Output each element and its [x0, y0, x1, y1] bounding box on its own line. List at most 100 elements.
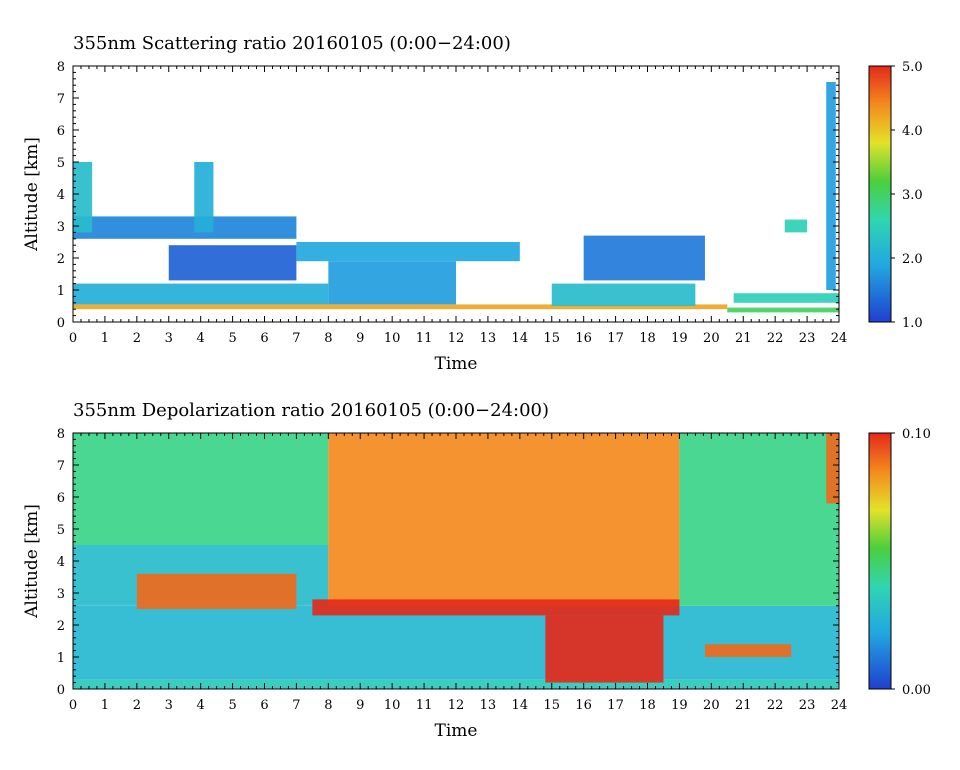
x-tick-label: 14: [512, 331, 529, 346]
heatmap-layer: [784, 219, 808, 233]
x-tick-label: 21: [735, 698, 752, 713]
heatmap-layer: [328, 433, 680, 606]
depolarization-ratio-panel: 355nm Depolarization ratio 20160105 (0:0…: [22, 400, 931, 741]
x-tick-label: 9: [356, 331, 364, 346]
heatmap-layer: [551, 283, 696, 306]
chart-title: 355nm Scattering ratio 20160105 (0:00−24…: [73, 33, 511, 54]
x-tick-label: 12: [448, 331, 465, 346]
x-tick-label: 9: [356, 698, 364, 713]
heatmap-layer: [545, 615, 664, 683]
x-tick-label: 22: [767, 331, 784, 346]
x-tick-label: 0: [69, 698, 77, 713]
x-tick-label: 5: [228, 698, 236, 713]
colorbar-ticks: 5.0 4.0 3.0 2.0 1.0: [891, 60, 923, 331]
axis-ticks: 0 1 2 3 4 5 6 7 8 9 10 11 12 13 14 15 16 17 18 19 20 21 22 23 24…: [57, 60, 848, 346]
x-tick-label: 11: [416, 698, 433, 713]
x-tick-label: 10: [384, 698, 401, 713]
y-tick-label: 5: [57, 156, 65, 171]
y-tick-label: 2: [57, 252, 65, 267]
heatmap-layers: [73, 82, 839, 313]
x-tick-label: 13: [480, 698, 497, 713]
x-axis-label: Time: [435, 354, 478, 374]
x-tick-label: 16: [575, 698, 592, 713]
colorbar-tick-label: 5.0: [902, 60, 923, 75]
heatmap-layer: [679, 433, 839, 606]
heatmap-layer: [194, 162, 214, 233]
x-tick-label: 19: [671, 698, 688, 713]
y-tick-label: 0: [57, 316, 65, 331]
x-tick-label: 20: [703, 331, 720, 346]
heatmap-layer: [733, 293, 839, 303]
x-tick-label: 8: [324, 698, 332, 713]
x-tick-label: 21: [735, 331, 752, 346]
x-tick-label: 18: [639, 331, 656, 346]
y-tick-label: 3: [57, 220, 65, 235]
heatmap-layer: [583, 235, 705, 281]
x-axis-label: Time: [435, 721, 478, 741]
colorbar: [868, 65, 892, 323]
heatmap-layer: [73, 162, 93, 233]
y-tick-label: 6: [57, 491, 65, 506]
heatmap-layer: [312, 599, 680, 616]
scattering-ratio-panel: 355nm Scattering ratio 20160105 (0:00−24…: [22, 33, 923, 374]
x-tick-label: 17: [607, 331, 624, 346]
heatmap-layer: [73, 216, 297, 239]
y-axis-label: Altitude [km]: [22, 504, 42, 619]
colorbar-tick-label: 4.0: [902, 124, 923, 139]
x-tick-label: 15: [543, 698, 560, 713]
y-tick-label: 4: [57, 555, 65, 570]
heatmap-layer: [73, 433, 329, 545]
y-tick-label: 7: [57, 92, 65, 107]
x-tick-label: 0: [69, 331, 77, 346]
y-tick-label: 0: [57, 683, 65, 698]
x-tick-label: 17: [607, 698, 624, 713]
x-tick-label: 1: [101, 698, 109, 713]
heatmap-layer: [727, 307, 839, 313]
y-tick-label: 7: [57, 459, 65, 474]
colorbar-tick-label: 0.10: [902, 427, 931, 442]
x-tick-label: 6: [260, 698, 268, 713]
x-tick-label: 1: [101, 331, 109, 346]
x-tick-label: 6: [260, 331, 268, 346]
x-tick-label: 14: [512, 698, 529, 713]
x-tick-label: 7: [292, 331, 300, 346]
colorbar-tick-label: 2.0: [902, 252, 923, 267]
y-tick-label: 5: [57, 523, 65, 538]
y-tick-label: 8: [57, 60, 65, 75]
heatmap-layer: [136, 573, 297, 609]
axis-ticks: 0 1 2 3 4 5 6 7 8 9 10 11 12 13 14 15 16 17 18 19 20 21 22 23 24…: [57, 427, 848, 713]
colorbar: [868, 432, 892, 690]
x-tick-label: 7: [292, 698, 300, 713]
y-tick-label: 1: [57, 284, 65, 299]
x-tick-label: 3: [165, 331, 173, 346]
x-tick-label: 22: [767, 698, 784, 713]
x-tick-label: 4: [197, 331, 205, 346]
x-tick-label: 24: [831, 331, 848, 346]
x-tick-label: 12: [448, 698, 465, 713]
x-tick-label: 20: [703, 698, 720, 713]
x-tick-label: 23: [799, 331, 816, 346]
y-tick-label: 1: [57, 651, 65, 666]
chart-title: 355nm Depolarization ratio 20160105 (0:0…: [73, 400, 549, 421]
x-tick-label: 15: [543, 331, 560, 346]
colorbar-tick-label: 3.0: [902, 188, 923, 203]
heatmap-layer: [73, 304, 728, 310]
y-axis-label: Altitude [km]: [22, 137, 42, 252]
x-tick-label: 4: [197, 698, 205, 713]
x-tick-label: 2: [133, 331, 141, 346]
x-tick-label: 23: [799, 698, 816, 713]
x-tick-label: 3: [165, 698, 173, 713]
heatmap-layer: [826, 82, 836, 290]
colorbar-tick-label: 0.00: [902, 683, 931, 698]
x-tick-label: 11: [416, 331, 433, 346]
y-tick-label: 3: [57, 587, 65, 602]
y-tick-label: 4: [57, 188, 65, 203]
heatmap-layer: [328, 261, 456, 305]
heatmap-layer: [73, 605, 839, 680]
x-tick-label: 16: [575, 331, 592, 346]
heatmap-layer: [73, 283, 329, 305]
x-tick-label: 2: [133, 698, 141, 713]
y-tick-label: 8: [57, 427, 65, 442]
y-tick-label: 6: [57, 124, 65, 139]
